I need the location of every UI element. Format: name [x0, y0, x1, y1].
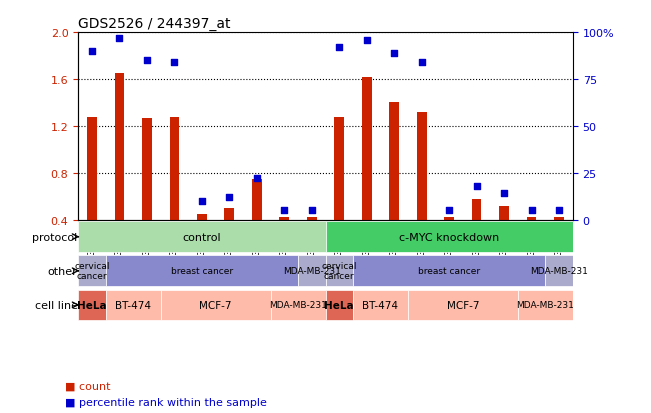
Point: [471, 183, 482, 190]
Bar: [353, 290, 408, 320]
Point: [389, 50, 400, 57]
Text: MCF-7: MCF-7: [199, 300, 232, 310]
Bar: [115, 74, 124, 267]
Point: [197, 198, 207, 205]
Text: protocol: protocol: [33, 232, 77, 242]
Text: MCF-7: MCF-7: [447, 300, 479, 310]
Bar: [362, 78, 372, 267]
Bar: [161, 290, 271, 320]
Point: [417, 59, 427, 66]
Text: cell line: cell line: [35, 300, 77, 310]
Bar: [326, 290, 353, 320]
Bar: [298, 256, 326, 287]
Text: control: control: [182, 232, 221, 242]
Text: GDS2526 / 244397_at: GDS2526 / 244397_at: [78, 17, 230, 31]
Point: [499, 191, 509, 197]
Bar: [389, 103, 399, 267]
Bar: [546, 256, 573, 287]
Text: BT-474: BT-474: [363, 300, 398, 310]
Point: [142, 58, 152, 64]
Bar: [518, 290, 573, 320]
Bar: [197, 214, 206, 267]
Point: [527, 207, 537, 214]
Text: ■ percentile rank within the sample: ■ percentile rank within the sample: [65, 397, 267, 407]
Text: breast cancer: breast cancer: [418, 267, 480, 275]
Bar: [408, 290, 518, 320]
Bar: [78, 222, 326, 252]
Text: MDA-MB-231: MDA-MB-231: [516, 301, 574, 310]
Bar: [326, 222, 573, 252]
Bar: [78, 256, 105, 287]
Bar: [271, 290, 326, 320]
Bar: [417, 113, 426, 267]
Text: other: other: [48, 266, 77, 276]
Text: c-MYC knockdown: c-MYC knockdown: [399, 232, 499, 242]
Bar: [105, 290, 161, 320]
Bar: [499, 206, 509, 267]
Point: [279, 207, 290, 214]
Text: BT-474: BT-474: [115, 300, 151, 310]
Bar: [279, 218, 289, 267]
Text: breast cancer: breast cancer: [171, 267, 233, 275]
Bar: [252, 179, 262, 267]
Text: cervical
cancer: cervical cancer: [74, 261, 109, 281]
Point: [334, 45, 344, 51]
Bar: [225, 209, 234, 267]
Point: [87, 48, 97, 55]
Bar: [326, 256, 353, 287]
Bar: [527, 218, 536, 267]
Point: [251, 176, 262, 182]
Bar: [445, 218, 454, 267]
Text: HeLa: HeLa: [324, 300, 354, 310]
Text: MDA-MB-231: MDA-MB-231: [530, 267, 588, 275]
Bar: [142, 119, 152, 267]
Text: MDA-MB-231: MDA-MB-231: [269, 301, 327, 310]
Point: [224, 195, 234, 201]
Text: cervical
cancer: cervical cancer: [322, 261, 357, 281]
Bar: [554, 218, 564, 267]
Point: [114, 36, 124, 42]
Bar: [78, 290, 105, 320]
Point: [361, 37, 372, 44]
Bar: [87, 117, 96, 267]
Bar: [335, 117, 344, 267]
Point: [554, 207, 564, 214]
Text: MDA-MB-231: MDA-MB-231: [283, 267, 340, 275]
Bar: [472, 199, 482, 267]
Point: [444, 207, 454, 214]
Bar: [169, 117, 179, 267]
Text: HeLa: HeLa: [77, 300, 107, 310]
Bar: [105, 256, 298, 287]
Text: ■ count: ■ count: [65, 380, 111, 390]
Bar: [307, 218, 316, 267]
Point: [169, 59, 180, 66]
Point: [307, 207, 317, 214]
Bar: [353, 256, 546, 287]
